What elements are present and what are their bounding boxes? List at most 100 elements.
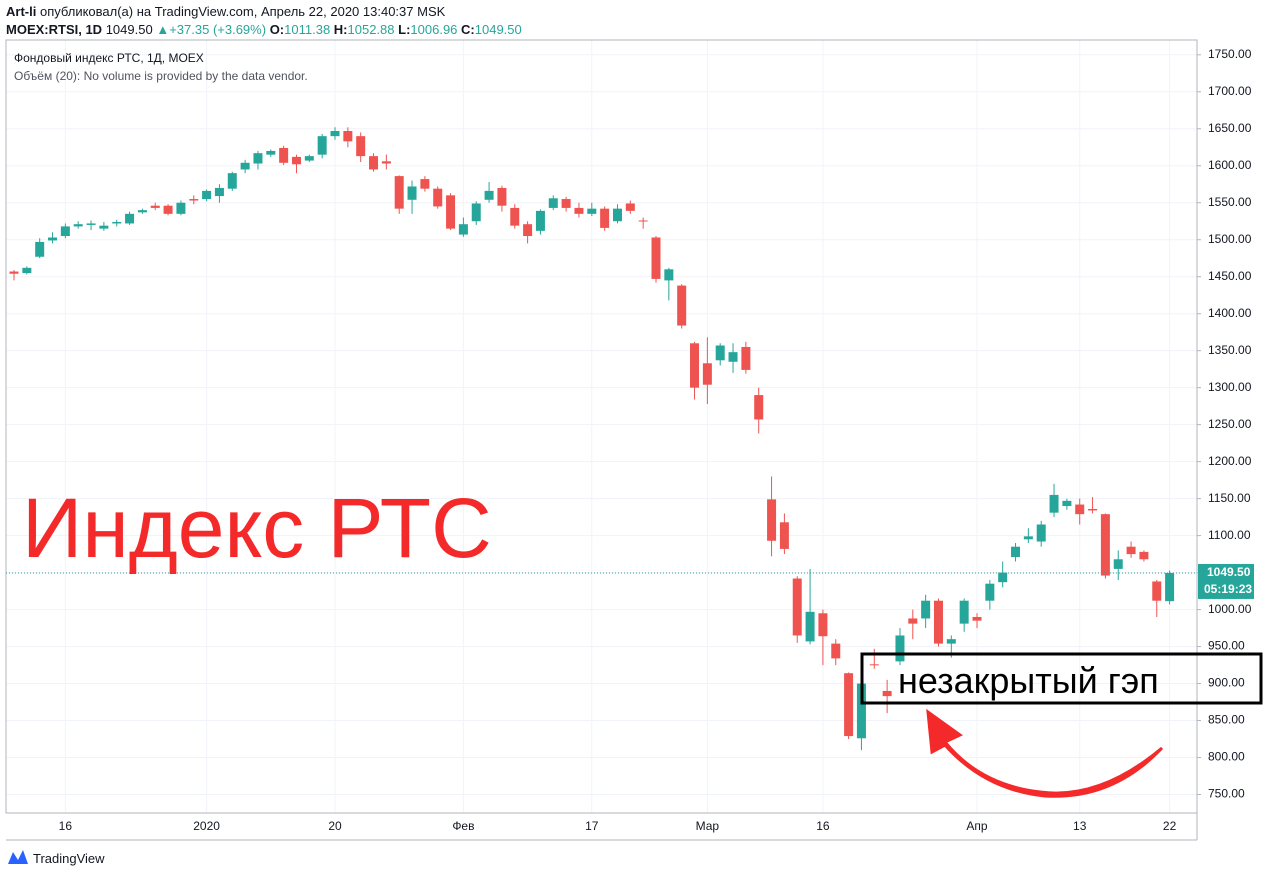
candle-body — [433, 188, 443, 207]
candle-body — [163, 205, 173, 214]
candle-body — [176, 202, 186, 214]
candle-body — [369, 156, 379, 170]
candle-body — [882, 690, 892, 697]
candle-body — [137, 210, 147, 213]
candle-body — [356, 136, 366, 157]
candle-body — [856, 683, 866, 739]
x-tick-label: Фев — [452, 819, 474, 833]
candle-body — [22, 267, 32, 274]
candle-body — [48, 237, 58, 241]
candle-body — [972, 616, 982, 621]
candle-body — [1049, 494, 1059, 513]
candle-body — [574, 207, 584, 214]
y-tick-label: 1400.00 — [1208, 306, 1252, 320]
last-price-label: 1049.50 — [1207, 565, 1251, 579]
y-tick-label: 1200.00 — [1208, 454, 1252, 468]
annotation-box — [860, 652, 1263, 705]
candle-body — [767, 499, 777, 541]
candle-body — [548, 198, 558, 208]
candle-body — [394, 176, 404, 209]
candle-body — [1088, 508, 1098, 511]
ohlc-value: 1006.96 — [410, 22, 457, 37]
candle-body — [664, 269, 674, 281]
candle-body — [125, 213, 135, 224]
annotation: незакрытый гэп — [898, 660, 1159, 701]
candle-body — [9, 271, 19, 274]
x-tick-label: 16 — [59, 819, 73, 833]
candle-body — [933, 600, 943, 644]
symbol: MOEX:RTSI, 1D — [6, 22, 102, 37]
x-tick-label: 2020 — [193, 819, 220, 833]
candle-body — [1075, 504, 1085, 515]
candle-body — [240, 162, 250, 170]
candle-body — [741, 346, 751, 370]
candles — [6, 127, 1197, 751]
candle-body — [407, 186, 417, 200]
candle-body — [1165, 572, 1175, 602]
candle-body — [227, 173, 237, 189]
y-tick-label: 1650.00 — [1208, 121, 1252, 135]
y-tick-label: 1100.00 — [1208, 528, 1251, 542]
y-tick-label: 1500.00 — [1208, 232, 1252, 246]
y-tick-label: 850.00 — [1208, 713, 1245, 727]
candle-body — [1126, 546, 1136, 555]
candle-body — [73, 224, 83, 227]
candle-body — [1062, 500, 1072, 507]
candle-body — [792, 578, 802, 636]
grid — [6, 40, 1197, 813]
x-tick-label: 13 — [1073, 819, 1087, 833]
candle-body — [946, 639, 956, 644]
candle-body — [612, 208, 622, 222]
x-tick-label: Мар — [696, 819, 720, 833]
candle-body — [86, 223, 96, 225]
y-tick-label: 1750.00 — [1208, 47, 1252, 61]
candle-body — [446, 195, 456, 229]
arrow — [926, 708, 1164, 798]
candle-body — [754, 395, 764, 420]
chart-title: Индекс РТС — [22, 481, 492, 575]
candle-body — [291, 156, 301, 165]
candle-body — [484, 190, 494, 200]
candle-body — [189, 199, 199, 201]
y-tick-label: 950.00 — [1208, 639, 1245, 653]
last: 1049.50 — [106, 22, 153, 37]
footer: TradingView — [8, 850, 105, 866]
y-tick-label: 800.00 — [1208, 750, 1245, 764]
candle-body — [702, 363, 712, 385]
candle-body — [35, 241, 45, 257]
candle-body — [779, 522, 789, 549]
candle-body — [266, 150, 276, 155]
last-price-tag — [1198, 563, 1254, 599]
x-tick-label: Апр — [966, 819, 988, 833]
candle-body — [1100, 514, 1110, 576]
y-tick-label: 900.00 — [1208, 676, 1245, 690]
logo-icon — [8, 850, 28, 864]
change: +37.35 (+3.69%) — [169, 22, 266, 37]
candle-body — [715, 345, 725, 361]
candle-body — [998, 572, 1008, 583]
candle-body — [214, 187, 224, 197]
candle-body — [651, 237, 661, 279]
y-tick-label: 1350.00 — [1208, 343, 1252, 357]
candle-body — [202, 190, 212, 200]
ohlc-label: L: — [398, 22, 410, 37]
axes: 750.00800.00850.00900.00950.001000.00105… — [59, 47, 1254, 833]
candle-body — [343, 130, 353, 142]
y-tick-label: 1250.00 — [1208, 417, 1252, 431]
candle-body — [985, 583, 995, 601]
candle-body — [921, 600, 931, 619]
y-tick-label: 1700.00 — [1208, 84, 1252, 98]
candle-body — [523, 224, 533, 237]
y-tick-label: 1300.00 — [1208, 380, 1252, 394]
y-tick-label: 1000.00 — [1208, 602, 1252, 616]
brand: TradingView — [33, 851, 105, 866]
candle-body — [150, 205, 160, 208]
candle-body — [381, 161, 391, 164]
x-tick-label: 17 — [585, 819, 599, 833]
candle-body — [458, 224, 468, 235]
candle-body — [253, 153, 263, 164]
candle-body — [818, 613, 828, 637]
ohlc-label: C: — [461, 22, 475, 37]
y-tick-label: 1550.00 — [1208, 195, 1252, 209]
candle-body — [690, 343, 700, 388]
